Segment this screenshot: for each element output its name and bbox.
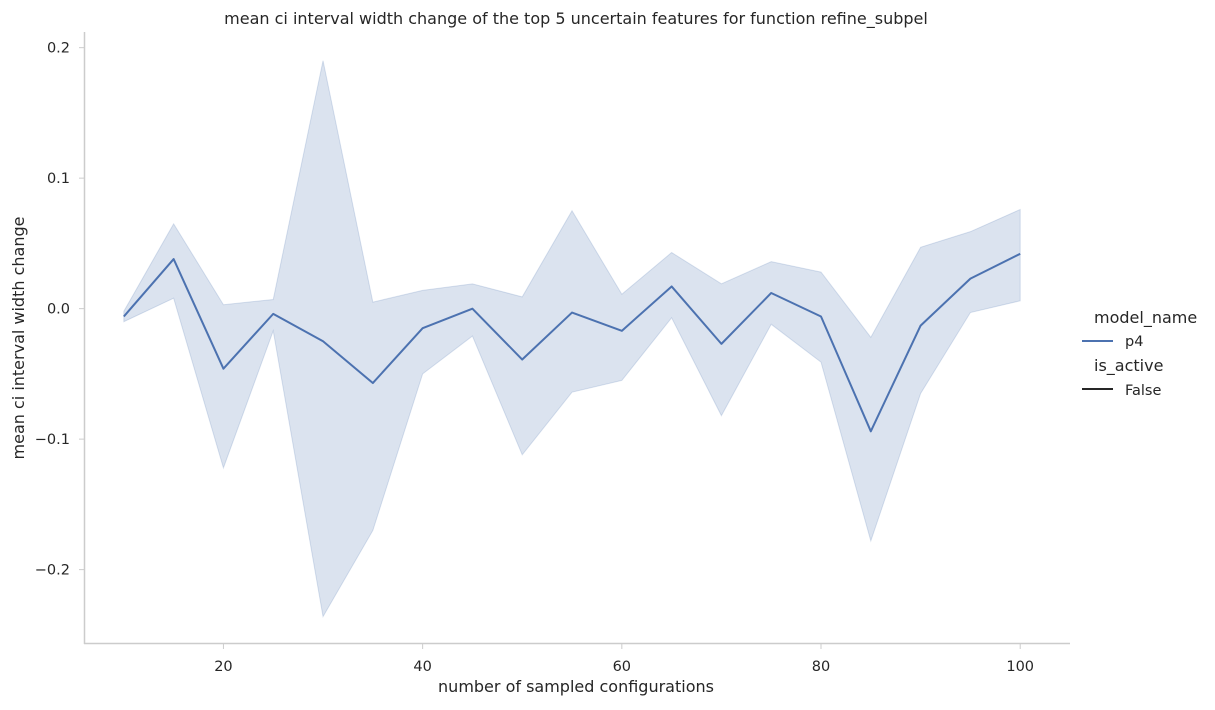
x-axis-ticks: 20 40 60 80 100 xyxy=(214,644,1034,675)
data-point xyxy=(221,367,225,371)
chart-title: mean ci interval width change of the top… xyxy=(224,9,928,29)
data-point xyxy=(670,284,674,288)
data-point xyxy=(819,314,823,318)
confidence-band-p4 xyxy=(123,60,1021,619)
y-axis-label: mean ci interval width change xyxy=(9,217,28,460)
data-point xyxy=(769,291,773,295)
y-tick-label: 0.2 xyxy=(47,41,70,57)
legend: model_name p4 is_active False xyxy=(1082,308,1197,399)
data-point xyxy=(620,329,624,333)
legend-hue-title: model_name xyxy=(1094,308,1197,328)
x-tick-label: 80 xyxy=(812,659,830,675)
y-tick-label: 0.0 xyxy=(47,302,70,318)
y-axis-ticks: −0.2 −0.1 0.0 0.1 0.2 xyxy=(35,41,84,579)
data-point xyxy=(371,381,375,385)
y-tick-label: 0.1 xyxy=(47,171,70,187)
data-point xyxy=(869,429,873,433)
x-axis-label: number of sampled configurations xyxy=(438,677,714,696)
data-point xyxy=(421,326,425,330)
legend-entry-p4: p4 xyxy=(1125,334,1143,350)
series-line-p4 xyxy=(123,252,1021,433)
data-point xyxy=(321,339,325,343)
x-tick-label: 40 xyxy=(413,659,431,675)
x-tick-label: 20 xyxy=(214,659,232,675)
data-point xyxy=(271,312,275,316)
data-point xyxy=(470,307,474,311)
data-point xyxy=(122,314,126,318)
legend-entry-false: False xyxy=(1125,383,1161,399)
data-point xyxy=(570,311,574,315)
data-point xyxy=(968,277,972,281)
data-point xyxy=(719,342,723,346)
data-point xyxy=(919,324,923,328)
legend-style-title: is_active xyxy=(1094,356,1163,376)
x-tick-label: 100 xyxy=(1006,659,1034,675)
data-point xyxy=(172,257,176,261)
y-tick-label: −0.2 xyxy=(35,563,70,579)
plot-area xyxy=(122,60,1022,619)
y-tick-label: −0.1 xyxy=(35,432,70,448)
data-point xyxy=(1018,252,1022,256)
data-point xyxy=(520,358,524,362)
x-tick-label: 60 xyxy=(613,659,631,675)
